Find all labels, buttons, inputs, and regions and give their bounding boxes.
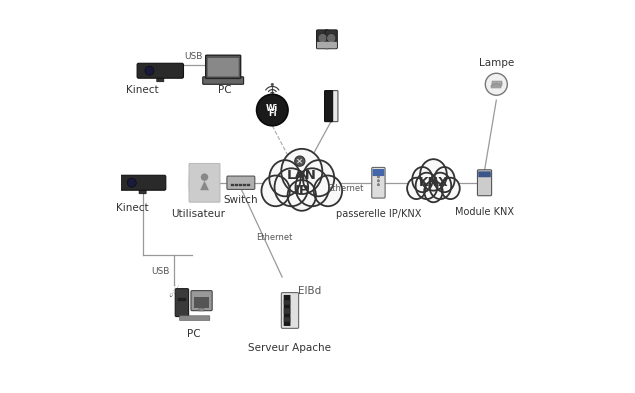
Ellipse shape [434,167,455,192]
FancyBboxPatch shape [317,42,328,48]
FancyBboxPatch shape [324,90,333,122]
Text: KNX: KNX [418,176,448,189]
FancyBboxPatch shape [208,58,239,76]
Circle shape [145,66,154,75]
Circle shape [377,180,380,182]
FancyBboxPatch shape [326,42,337,48]
Circle shape [377,184,380,186]
Bar [284,308,290,314]
Bar [243,184,246,186]
Circle shape [271,83,274,86]
FancyBboxPatch shape [373,169,384,176]
Ellipse shape [314,176,342,206]
Text: Serveur Apache: Serveur Apache [248,343,331,353]
Text: USB: USB [151,267,170,275]
FancyBboxPatch shape [203,77,244,84]
FancyBboxPatch shape [206,55,241,79]
Text: Utilisateur: Utilisateur [171,209,225,219]
Polygon shape [200,181,209,190]
Ellipse shape [416,173,438,199]
Circle shape [318,33,327,43]
Bar [199,308,204,310]
Ellipse shape [407,178,425,199]
Bar [284,299,290,305]
Text: LAN
IP: LAN IP [287,169,317,197]
Circle shape [485,73,507,95]
Bar [194,297,209,307]
Ellipse shape [269,160,300,196]
Text: Wi: Wi [266,104,278,113]
Text: ✕: ✕ [297,157,304,165]
Circle shape [257,94,288,126]
Text: EIBd: EIBd [298,286,321,296]
FancyBboxPatch shape [284,295,290,326]
Bar [247,184,250,186]
FancyBboxPatch shape [478,170,491,196]
Ellipse shape [412,167,432,192]
FancyBboxPatch shape [227,176,255,189]
Ellipse shape [424,181,443,202]
Circle shape [295,156,305,166]
FancyBboxPatch shape [330,90,338,122]
Bar [491,83,502,86]
Ellipse shape [429,173,451,199]
FancyBboxPatch shape [316,30,329,49]
FancyBboxPatch shape [191,290,212,310]
FancyBboxPatch shape [189,163,220,202]
Text: Module KNX: Module KNX [455,207,514,217]
Text: PC: PC [218,85,232,95]
Ellipse shape [441,178,460,199]
Text: USB: USB [185,53,203,61]
Text: Ethernet: Ethernet [327,184,363,193]
Circle shape [128,178,137,187]
Text: Kinect: Kinect [126,85,159,95]
Text: PC: PC [187,329,201,339]
FancyBboxPatch shape [139,187,146,194]
FancyBboxPatch shape [119,175,166,190]
Text: ☄: ☄ [168,287,180,300]
FancyBboxPatch shape [281,292,298,329]
Bar [178,298,186,301]
Bar [284,317,290,322]
Ellipse shape [262,176,290,206]
Text: Kinect: Kinect [116,203,149,213]
FancyBboxPatch shape [157,75,164,82]
Ellipse shape [288,180,316,211]
Polygon shape [188,168,190,198]
FancyBboxPatch shape [371,167,385,198]
Text: Ethernet: Ethernet [257,233,293,242]
Circle shape [377,176,380,178]
FancyBboxPatch shape [478,171,491,177]
Ellipse shape [281,149,323,194]
Circle shape [326,33,336,43]
Bar [491,85,501,88]
Ellipse shape [274,168,308,206]
Ellipse shape [303,160,334,196]
Text: passerelle IP/KNX: passerelle IP/KNX [336,209,421,219]
Bar [492,81,502,84]
Text: Fi: Fi [268,110,277,118]
Ellipse shape [295,168,329,206]
Bar [235,184,238,186]
Bar [231,184,234,186]
FancyBboxPatch shape [137,63,184,78]
Text: Switch: Switch [224,195,258,205]
Text: Lampe: Lampe [479,58,514,68]
Bar [239,184,242,186]
FancyBboxPatch shape [180,316,210,321]
Ellipse shape [420,159,447,191]
Circle shape [201,173,208,181]
FancyBboxPatch shape [325,30,337,49]
FancyBboxPatch shape [175,288,189,317]
